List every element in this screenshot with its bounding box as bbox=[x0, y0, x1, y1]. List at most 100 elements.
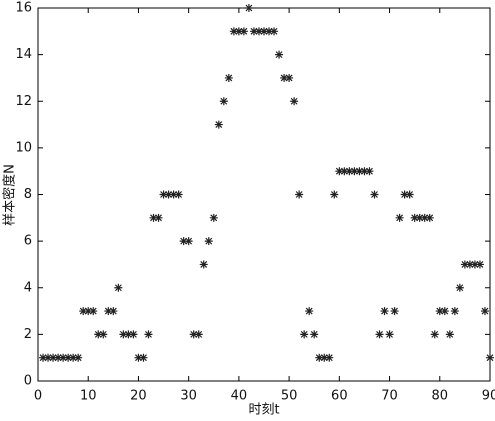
marker bbox=[270, 27, 279, 36]
y-tick-label: 10 bbox=[15, 140, 32, 155]
marker bbox=[486, 353, 494, 362]
marker bbox=[129, 330, 138, 339]
marker bbox=[465, 260, 474, 269]
marker bbox=[410, 213, 419, 222]
marker bbox=[295, 190, 304, 199]
y-tick-label: 14 bbox=[15, 47, 32, 62]
marker bbox=[305, 307, 314, 316]
marker bbox=[159, 190, 168, 199]
marker bbox=[265, 27, 274, 36]
marker bbox=[285, 73, 294, 82]
x-tick-label: 50 bbox=[281, 389, 298, 404]
marker bbox=[84, 307, 93, 316]
marker bbox=[330, 190, 339, 199]
marker bbox=[184, 237, 193, 246]
y-tick-label: 16 bbox=[15, 1, 32, 16]
marker bbox=[370, 190, 379, 199]
x-tick-label: 40 bbox=[231, 389, 248, 404]
marker bbox=[445, 330, 454, 339]
marker bbox=[350, 167, 359, 176]
x-tick-label: 80 bbox=[432, 389, 449, 404]
marker bbox=[390, 307, 399, 316]
x-tick-label: 60 bbox=[331, 389, 348, 404]
marker bbox=[94, 330, 103, 339]
marker bbox=[345, 167, 354, 176]
marker bbox=[234, 27, 243, 36]
marker bbox=[460, 260, 469, 269]
marker bbox=[124, 330, 133, 339]
marker bbox=[99, 330, 108, 339]
marker bbox=[174, 190, 183, 199]
y-tick-label: 0 bbox=[24, 374, 32, 389]
marker bbox=[229, 27, 238, 36]
marker bbox=[435, 307, 444, 316]
marker bbox=[405, 190, 414, 199]
marker bbox=[310, 330, 319, 339]
marker bbox=[109, 307, 118, 316]
marker bbox=[480, 307, 489, 316]
marker bbox=[149, 213, 158, 222]
x-tick-label: 70 bbox=[381, 389, 398, 404]
marker bbox=[144, 330, 153, 339]
marker bbox=[430, 330, 439, 339]
marker bbox=[249, 27, 258, 36]
marker bbox=[380, 307, 389, 316]
marker bbox=[275, 50, 284, 59]
y-tick-label: 6 bbox=[24, 234, 32, 249]
marker bbox=[189, 330, 198, 339]
marker bbox=[335, 167, 344, 176]
y-tick-label: 8 bbox=[24, 187, 32, 202]
marker bbox=[365, 167, 374, 176]
marker bbox=[79, 307, 88, 316]
marker bbox=[355, 167, 364, 176]
marker bbox=[395, 213, 404, 222]
marker bbox=[114, 283, 123, 292]
marker bbox=[239, 27, 248, 36]
marker bbox=[415, 213, 424, 222]
marker bbox=[400, 190, 409, 199]
marker bbox=[49, 353, 58, 362]
marker bbox=[320, 353, 329, 362]
marker bbox=[89, 307, 98, 316]
marker bbox=[425, 213, 434, 222]
marker bbox=[69, 353, 78, 362]
plot-frame bbox=[37, 7, 491, 382]
marker bbox=[360, 167, 369, 176]
marker bbox=[214, 120, 223, 129]
marker bbox=[254, 27, 263, 36]
marker bbox=[244, 4, 253, 12]
x-tick-label: 20 bbox=[130, 389, 147, 404]
y-tick-label: 12 bbox=[15, 94, 32, 109]
marker bbox=[260, 27, 268, 36]
marker bbox=[224, 73, 233, 82]
marker bbox=[300, 330, 309, 339]
marker bbox=[44, 353, 53, 362]
marker bbox=[375, 330, 384, 339]
marker bbox=[440, 307, 449, 316]
marker bbox=[199, 260, 208, 269]
marker bbox=[385, 330, 394, 339]
x-tick-label: 0 bbox=[34, 389, 42, 404]
marker bbox=[450, 307, 459, 316]
marker bbox=[119, 330, 128, 339]
x-axis-label: 时刻t bbox=[248, 403, 279, 418]
marker bbox=[134, 353, 143, 362]
marker bbox=[164, 190, 173, 199]
marker bbox=[179, 237, 188, 246]
marker bbox=[39, 353, 48, 362]
marker bbox=[64, 353, 73, 362]
marker bbox=[154, 213, 163, 222]
y-axis-label: 样本密度N bbox=[2, 164, 18, 226]
marker bbox=[315, 353, 324, 362]
marker bbox=[209, 213, 218, 222]
marker bbox=[194, 330, 203, 339]
marker bbox=[455, 283, 464, 292]
marker bbox=[219, 97, 228, 106]
marker bbox=[340, 167, 349, 176]
marker bbox=[204, 237, 213, 246]
marker bbox=[470, 260, 479, 269]
y-tick-label: 2 bbox=[24, 327, 32, 342]
marker bbox=[290, 97, 299, 106]
y-tick-label: 4 bbox=[24, 280, 32, 295]
